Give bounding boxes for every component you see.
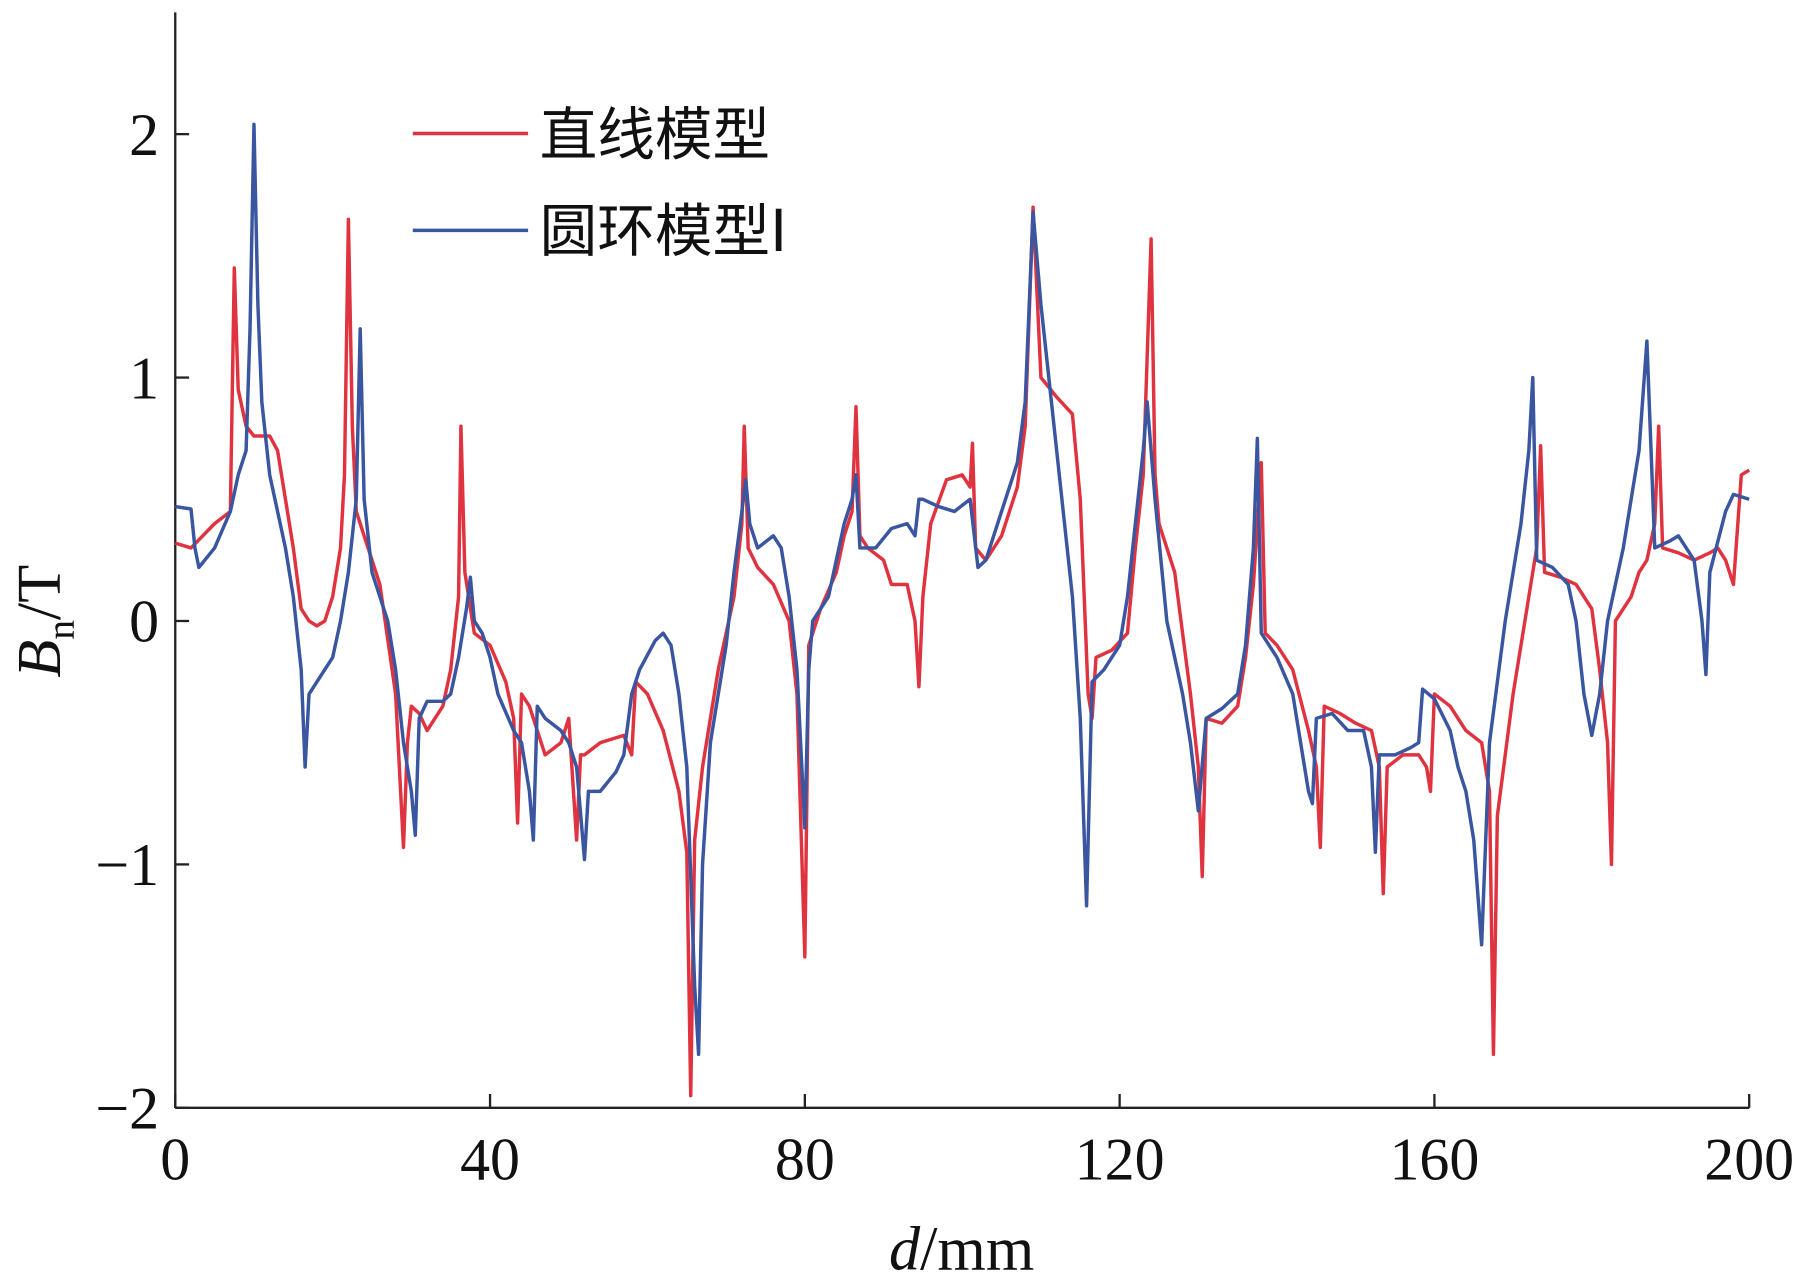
- x-tick-label: 200: [1704, 1126, 1794, 1192]
- y-label-symbol: B: [6, 640, 74, 678]
- y-tick-label: −2: [95, 1076, 159, 1142]
- x-tick-label: 120: [1075, 1126, 1165, 1192]
- x-tick-label: 0: [160, 1126, 190, 1192]
- y-tick-label: 0: [129, 589, 159, 655]
- x-label-unit: /mm: [920, 1215, 1034, 1283]
- y-label-subscript: n: [40, 620, 83, 640]
- y-tick-label: 1: [129, 345, 159, 411]
- y-label-unit: /T: [6, 565, 74, 620]
- legend-label: 直线模型: [540, 100, 771, 168]
- y-tick-label: −1: [95, 832, 159, 898]
- x-tick-label: 40: [460, 1126, 520, 1192]
- x-label-symbol: d: [889, 1215, 921, 1283]
- x-axis-label: d/mm: [889, 1215, 1034, 1283]
- legend-label: 圆环模型I: [540, 197, 788, 265]
- series-line: [174, 205, 1751, 1098]
- x-tick-label: 80: [775, 1126, 835, 1192]
- y-axis-label: Bn/T: [6, 565, 83, 678]
- series-line: [175, 122, 1750, 1057]
- x-tick-label: 160: [1389, 1126, 1479, 1192]
- y-tick-label: 2: [129, 102, 159, 168]
